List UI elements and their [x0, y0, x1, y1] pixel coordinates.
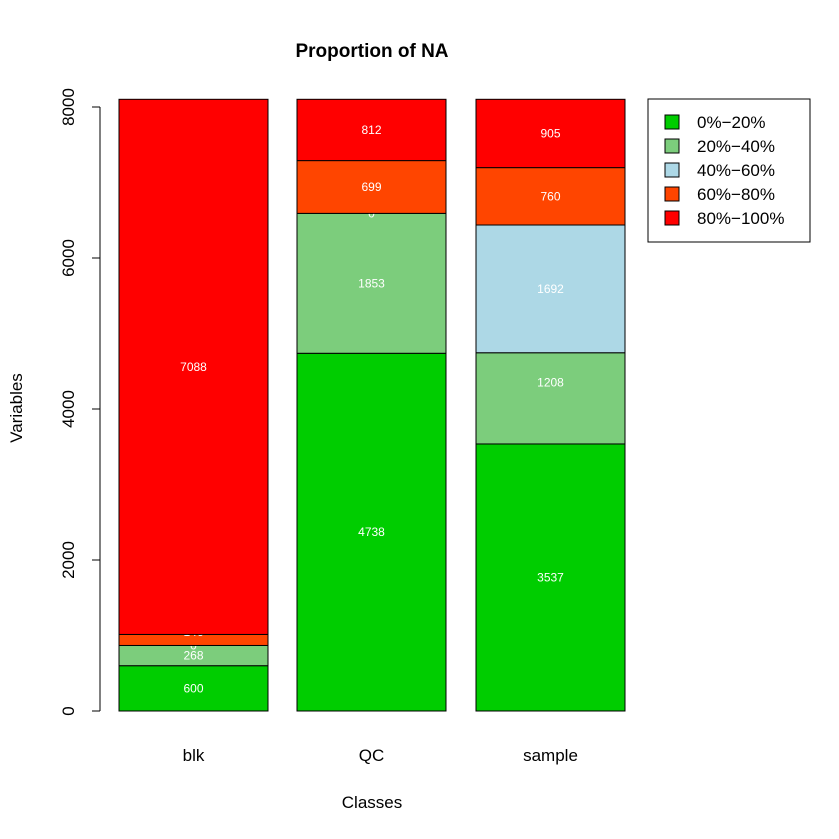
- bar-value-label: 600: [183, 681, 203, 695]
- x-tick-label: blk: [183, 746, 205, 765]
- bar-segment: [296, 212, 447, 354]
- chart-title: Proportion of NA: [295, 41, 448, 62]
- legend-swatch: [664, 210, 680, 226]
- bar-value-label: 1853: [358, 276, 385, 290]
- bar-value-label: 1208: [537, 375, 564, 389]
- legend-swatch: [664, 186, 680, 202]
- legend-label: 0%−20%: [697, 113, 766, 132]
- y-tick-label: 2000: [59, 541, 78, 579]
- bar-segment: [475, 167, 626, 226]
- legend-label: 40%−60%: [697, 161, 775, 180]
- bar-segment: [475, 224, 626, 354]
- y-axis-label: Variables: [7, 373, 26, 443]
- bar-segment: [475, 352, 626, 445]
- legend-swatch: [664, 114, 680, 130]
- bars-group: 6002680146708847381853069981235371208169…: [118, 98, 626, 712]
- legend-label: 80%−100%: [697, 209, 784, 228]
- bar-value-label: 812: [361, 123, 381, 137]
- y-tick-label: 6000: [59, 239, 78, 277]
- bar-value-label: 268: [183, 649, 203, 663]
- bar-value-label: 4738: [358, 525, 385, 539]
- bar-segment: [296, 160, 447, 214]
- bar-value-label: 760: [540, 189, 560, 203]
- y-tick-label: 0: [59, 706, 78, 715]
- legend-label: 20%−40%: [697, 137, 775, 156]
- bar-segment: [475, 443, 626, 712]
- y-axis: 0 2000 4000 6000 8000: [59, 88, 101, 716]
- bar-segment: [118, 98, 269, 635]
- bar-value-label: 1692: [537, 282, 564, 296]
- x-tick-label: QC: [359, 746, 385, 765]
- bar-value-label: 905: [540, 126, 560, 140]
- legend-label: 60%−80%: [697, 185, 775, 204]
- y-tick-label: 8000: [59, 88, 78, 126]
- bar-segment: [296, 352, 447, 712]
- bar-segment: [296, 98, 447, 162]
- legend-swatch: [664, 162, 680, 178]
- y-tick-label: 4000: [59, 390, 78, 428]
- x-axis-ticks: blk QC sample: [183, 746, 578, 765]
- x-tick-label: sample: [523, 746, 578, 765]
- bar-value-label: 699: [361, 180, 381, 194]
- bar-segment: [118, 665, 269, 712]
- bar-value-label: 7088: [180, 360, 207, 374]
- bar-value-label: 3537: [537, 570, 564, 584]
- x-axis-label: Classes: [342, 793, 402, 812]
- bar-segment: [475, 98, 626, 169]
- legend: 0%−20% 20%−40% 40%−60% 60%−80% 80%−100%: [647, 98, 811, 243]
- legend-swatch: [664, 138, 680, 154]
